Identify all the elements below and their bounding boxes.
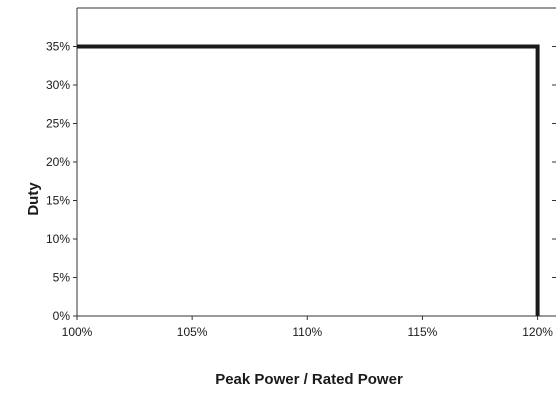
x-tick-label: 110%	[292, 325, 322, 339]
duty-series-line	[77, 44, 540, 316]
y-tick-label: 30%	[46, 78, 70, 92]
x-tick-label: 100%	[62, 325, 93, 339]
y-tick-label: 20%	[46, 155, 70, 169]
x-tick-label: 105%	[177, 325, 208, 339]
x-tick-label: 115%	[408, 325, 438, 339]
y-tick-label: 25%	[46, 117, 70, 131]
x-axis-title: Peak Power / Rated Power	[215, 371, 403, 388]
y-tick-label: 0%	[53, 309, 71, 323]
y-tick-label: 5%	[53, 271, 71, 285]
y-axis-ticks: 0% 5% 10% 15% 20% 25% 30% 35%	[46, 40, 556, 323]
y-axis-title: Duty	[25, 182, 42, 216]
y-tick-label: 15%	[46, 194, 70, 208]
y-tick-label: 10%	[46, 232, 70, 246]
x-tick-label: 120%	[522, 325, 553, 339]
x-axis-ticks: 100% 105% 110% 115% 120%	[62, 316, 553, 339]
y-tick-label: 35%	[46, 40, 70, 54]
plot-frame	[76, 7, 556, 317]
series-group	[77, 44, 540, 316]
